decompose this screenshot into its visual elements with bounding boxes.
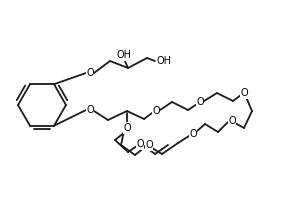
Text: O: O xyxy=(152,106,160,116)
Text: O: O xyxy=(86,68,94,78)
Text: OH: OH xyxy=(116,50,131,60)
Text: O: O xyxy=(123,123,131,133)
Text: O: O xyxy=(136,139,144,149)
Text: OH: OH xyxy=(157,56,171,66)
Text: O: O xyxy=(240,88,248,98)
Text: O: O xyxy=(145,140,153,150)
Text: O: O xyxy=(86,105,94,115)
Text: O: O xyxy=(196,97,204,107)
Text: O: O xyxy=(189,129,197,139)
Text: O: O xyxy=(228,116,236,126)
